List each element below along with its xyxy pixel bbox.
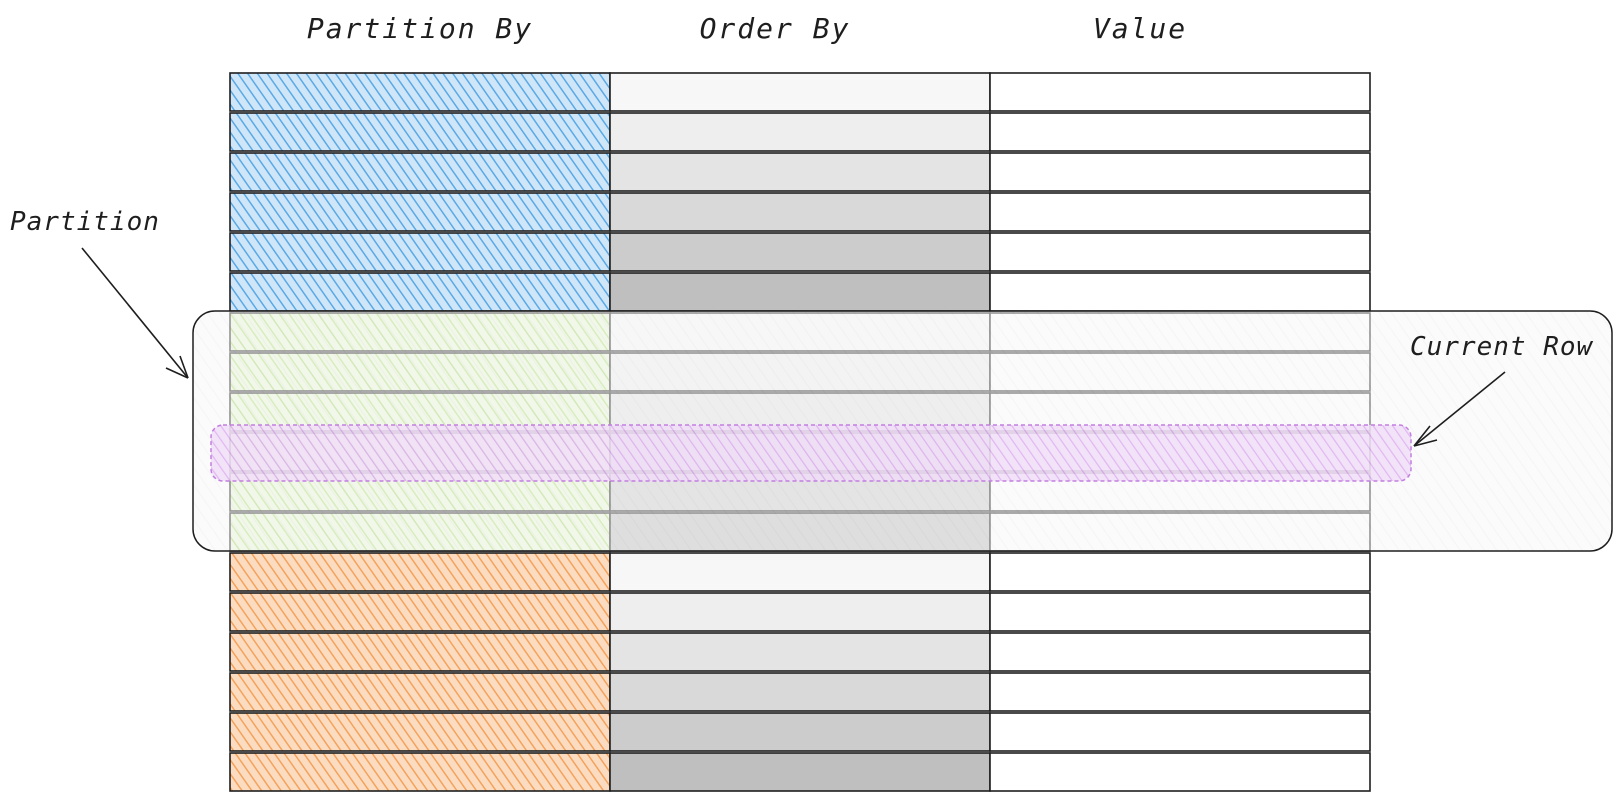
header-order-by: Order By	[700, 12, 851, 45]
order-by-cell	[609, 232, 991, 272]
table-row	[229, 232, 1371, 272]
value-cell	[989, 752, 1371, 792]
value-cell	[989, 272, 1371, 312]
partition-by-cell	[229, 72, 611, 112]
partition-by-cell	[229, 712, 611, 752]
current-row-label: Current Row	[1410, 332, 1594, 362]
partition-label: Partition	[10, 207, 160, 237]
partition-by-cell	[229, 152, 611, 192]
value-cell	[989, 672, 1371, 712]
value-cell	[989, 152, 1371, 192]
value-cell	[989, 192, 1371, 232]
order-by-cell	[609, 712, 991, 752]
table-row	[229, 112, 1371, 152]
value-cell	[989, 712, 1371, 752]
table-row	[229, 712, 1371, 752]
order-by-cell	[609, 592, 991, 632]
value-cell	[989, 632, 1371, 672]
partition-by-cell	[229, 592, 611, 632]
partition-by-cell	[229, 632, 611, 672]
partition-by-cell	[229, 192, 611, 232]
order-by-cell	[609, 752, 991, 792]
value-cell	[989, 552, 1371, 592]
table-row	[229, 272, 1371, 312]
table-row	[229, 632, 1371, 672]
order-by-cell	[609, 152, 991, 192]
value-cell	[989, 232, 1371, 272]
table-row	[229, 672, 1371, 712]
partition-by-cell	[229, 752, 611, 792]
table-row	[229, 72, 1371, 112]
partition-by-cell	[229, 552, 611, 592]
order-by-cell	[609, 72, 991, 112]
order-by-cell	[609, 272, 991, 312]
order-by-cell	[609, 632, 991, 672]
current-row-arrow	[1413, 371, 1506, 447]
current-row-highlight	[210, 424, 1412, 482]
value-cell	[989, 112, 1371, 152]
table-row	[229, 192, 1371, 232]
partition-arrow	[81, 247, 189, 379]
order-by-cell	[609, 192, 991, 232]
table-row	[229, 592, 1371, 632]
partition-by-cell	[229, 272, 611, 312]
partition-by-cell	[229, 672, 611, 712]
table-row	[229, 552, 1371, 592]
partition-by-cell	[229, 112, 611, 152]
table-row	[229, 152, 1371, 192]
header-value: Value	[1093, 12, 1187, 45]
order-by-cell	[609, 112, 991, 152]
value-cell	[989, 592, 1371, 632]
table-row	[229, 752, 1371, 792]
value-cell	[989, 72, 1371, 112]
order-by-cell	[609, 672, 991, 712]
order-by-cell	[609, 552, 991, 592]
header-partition-by: Partition By	[307, 12, 533, 45]
partition-by-cell	[229, 232, 611, 272]
